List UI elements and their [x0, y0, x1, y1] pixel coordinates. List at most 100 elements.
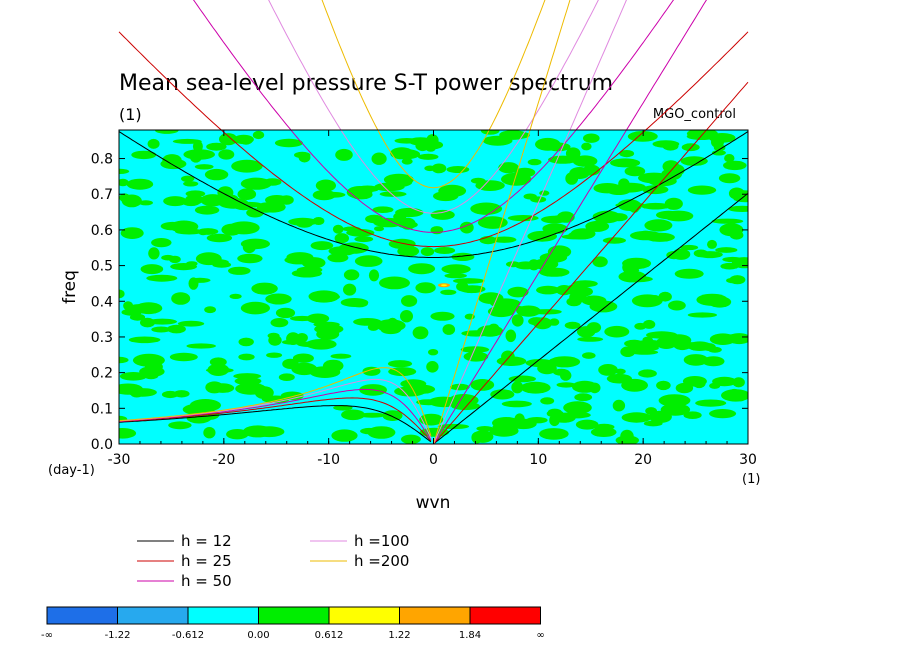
spectrum-blob — [642, 185, 669, 195]
spectrum-blob — [155, 130, 179, 134]
spectrum-blob — [492, 236, 517, 243]
spectrum-blob — [726, 277, 741, 284]
spectrum-blob — [360, 427, 379, 435]
spectrum-blob — [240, 301, 270, 315]
spectrum-blob — [428, 396, 459, 408]
legend-label: h =200 — [354, 552, 409, 570]
spectrum-blob — [419, 413, 444, 426]
spectrum-blob — [218, 149, 235, 160]
legend-label: h = 50 — [181, 572, 232, 590]
spectrum-blob — [593, 210, 621, 224]
curve-rossby-0 — [118, 405, 432, 443]
spectrum-blob — [442, 324, 456, 335]
spectrum-blob — [630, 345, 659, 352]
spectrum-blob — [536, 285, 560, 295]
spectrum-blob — [507, 215, 539, 222]
spectrum-blob — [119, 289, 125, 299]
spectrum-blob — [331, 429, 358, 442]
spectrum-blob — [128, 336, 161, 344]
spectrum-blob — [615, 368, 626, 375]
spectrum-blob — [346, 228, 375, 237]
spectrum-blob — [158, 319, 175, 325]
spectrum-blob — [718, 173, 741, 184]
chart-subtitle: (1) — [119, 105, 142, 124]
spectrum-blob — [121, 308, 142, 316]
spectrum-blob — [656, 380, 671, 391]
spectrum-blob — [456, 281, 469, 292]
spectrum-blob — [470, 202, 503, 215]
spectrum-blob — [265, 293, 292, 305]
spectrum-blob — [598, 364, 618, 376]
spectrum-blob — [615, 435, 639, 444]
spectrum-blob — [353, 318, 382, 326]
spectrum-blob — [206, 142, 227, 151]
spectrum-blob — [270, 318, 289, 328]
spectrum-blob — [358, 412, 386, 418]
spectrum-blob — [189, 277, 211, 283]
spectrum-blob — [610, 158, 641, 168]
spectrum-blob — [374, 182, 405, 192]
spectrum-blob — [430, 311, 455, 321]
colorbar: -∞ -1.22 -0.612 0.00 0.612 1.22 1.84 ∞ — [41, 606, 545, 641]
spectrum-blob — [669, 301, 683, 310]
spectrum-blob — [183, 181, 199, 187]
spectrum-blob — [334, 233, 349, 244]
x-axis: -30 -20 -10 0 10 20 30 — [108, 130, 757, 468]
spectrum-blob — [341, 409, 365, 421]
spectrum-blob — [565, 147, 581, 160]
spectrum-blob — [645, 232, 675, 242]
spectrum-blob — [205, 367, 234, 373]
spectrum-blob — [528, 317, 546, 326]
spectrum-blob — [662, 141, 679, 151]
spectrum-blob — [696, 293, 728, 306]
spectrum-blob — [408, 384, 436, 394]
curve-rossby-4 — [118, 367, 432, 437]
spectrum-blob — [604, 325, 630, 338]
spectrum-blob — [168, 421, 192, 430]
spectrum-blob — [720, 262, 739, 270]
spectrum-blob — [371, 152, 387, 165]
spectrum-blob — [539, 267, 570, 277]
x-tick-label: 20 — [634, 452, 652, 468]
spectrum-blob — [520, 381, 551, 394]
spectrum-blob — [482, 135, 513, 146]
spectrum-blob — [147, 138, 160, 149]
spectrum-blob — [412, 326, 429, 340]
spectrum-blob — [290, 315, 315, 322]
spectrum-blob — [577, 336, 604, 342]
legend-label: h = 25 — [181, 552, 232, 570]
spectrum-blob — [715, 247, 738, 253]
spectrum-blob — [622, 261, 633, 274]
spectrum-blob — [388, 367, 417, 377]
spectrum-blob — [472, 430, 494, 443]
spectrum-blob — [680, 156, 708, 166]
spectrum-blob — [572, 155, 598, 167]
spectrum-blob — [235, 382, 267, 395]
spectrum-blob — [619, 150, 635, 158]
spectrum-blob — [309, 366, 341, 378]
spectrum-blob — [507, 286, 529, 298]
spectrum-blob — [335, 148, 353, 161]
spectrum-blob — [120, 227, 144, 240]
spectrum-blob — [379, 191, 407, 197]
spectrum-blob — [131, 150, 157, 160]
y-axis: 0.0 0.1 0.2 0.3 0.4 0.5 0.6 0.7 0.8 — [91, 152, 748, 453]
spectrum-blob — [183, 149, 215, 160]
spectrum-blob — [664, 197, 683, 210]
spectrum-blob — [240, 177, 272, 190]
spectrum-blob — [569, 167, 590, 179]
curve-gplus-4 — [321, 0, 546, 189]
spectrum-blob — [681, 143, 700, 152]
y-tick-label: 0.0 — [91, 437, 113, 453]
spectrum-blob — [478, 292, 504, 304]
spectrum-blob — [480, 130, 500, 135]
spectrum-blob — [624, 339, 644, 348]
spectrum-blob — [204, 306, 217, 314]
spectrum-blob — [420, 247, 435, 257]
spectrum-blob — [297, 341, 324, 348]
spectrum-blob — [438, 184, 467, 197]
spectrum-peak-core — [440, 284, 447, 287]
spectrum-blob — [555, 285, 573, 296]
spectrum-blob — [687, 312, 718, 318]
